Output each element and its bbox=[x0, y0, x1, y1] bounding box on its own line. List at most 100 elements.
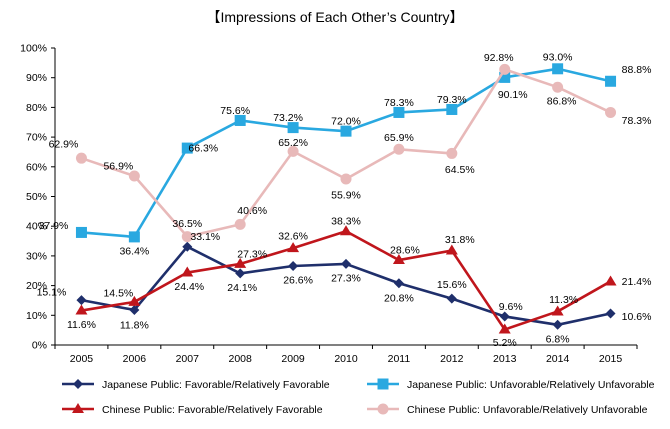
x-tick-label: 2015 bbox=[599, 353, 623, 365]
data-point bbox=[75, 152, 87, 164]
data-point bbox=[392, 254, 405, 265]
data-label: 26.6% bbox=[283, 274, 313, 286]
y-tick-label: 0% bbox=[32, 340, 47, 352]
data-point bbox=[234, 114, 246, 126]
data-label: 15.6% bbox=[437, 279, 467, 291]
chart-legend: Japanese Public: Favorable/Relatively Fa… bbox=[62, 378, 655, 416]
legend-label: Japanese Public: Unfavorable/Relatively … bbox=[407, 379, 655, 391]
data-label: 79.3% bbox=[437, 94, 467, 106]
data-point bbox=[445, 244, 458, 255]
legend-entry: Japanese Public: Unfavorable/Relatively … bbox=[367, 378, 655, 391]
series-line bbox=[81, 67, 611, 239]
data-point bbox=[234, 257, 247, 268]
data-label: 28.6% bbox=[390, 245, 420, 257]
data-label: 32.6% bbox=[278, 231, 308, 243]
data-point bbox=[234, 218, 246, 230]
data-point bbox=[393, 278, 404, 289]
legend-entry: Chinese Public: Favorable/Relatively Fav… bbox=[62, 403, 323, 416]
data-point bbox=[341, 258, 351, 269]
data-point bbox=[393, 143, 405, 155]
x-tick-label: 2007 bbox=[176, 353, 200, 365]
data-label: 92.8% bbox=[484, 52, 514, 64]
data-label: 21.4% bbox=[622, 276, 652, 288]
x-tick-label: 2014 bbox=[546, 353, 570, 365]
y-tick-label: 40% bbox=[26, 221, 47, 233]
data-label: 27.3% bbox=[331, 272, 361, 284]
y-tick-label: 60% bbox=[26, 161, 47, 173]
data-label: 11.8% bbox=[120, 319, 149, 331]
data-label: 93.0% bbox=[543, 51, 573, 63]
data-label: 86.8% bbox=[547, 96, 577, 108]
data-point bbox=[129, 304, 140, 315]
data-label: 11.3% bbox=[549, 294, 578, 306]
data-point bbox=[181, 266, 194, 277]
chart-series bbox=[75, 63, 617, 334]
data-point bbox=[75, 304, 88, 315]
data-point bbox=[551, 305, 564, 316]
data-point bbox=[181, 231, 193, 243]
data-label: 78.3% bbox=[622, 115, 652, 127]
x-tick-label: 2009 bbox=[281, 353, 305, 365]
data-label: 24.1% bbox=[227, 282, 257, 294]
data-point bbox=[605, 106, 617, 118]
data-point bbox=[498, 323, 511, 334]
x-tick-label: 2008 bbox=[229, 353, 253, 365]
data-point bbox=[552, 319, 563, 330]
data-point bbox=[499, 311, 510, 322]
legend-marker bbox=[73, 379, 83, 389]
data-point bbox=[340, 125, 352, 137]
y-tick-label: 70% bbox=[26, 132, 47, 144]
data-label: 27.3% bbox=[237, 248, 267, 260]
data-point bbox=[604, 275, 617, 286]
data-point bbox=[340, 225, 352, 236]
data-label: 36.4% bbox=[119, 245, 149, 257]
data-label: 40.6% bbox=[237, 205, 267, 217]
legend-marker bbox=[377, 403, 389, 415]
legend-label: Chinese Public: Unfavorable/Relatively U… bbox=[407, 404, 648, 416]
x-tick-label: 2006 bbox=[123, 353, 147, 365]
data-point bbox=[605, 75, 617, 87]
data-label: 9.6% bbox=[499, 301, 523, 313]
y-tick-label: 80% bbox=[26, 102, 47, 114]
data-point bbox=[128, 170, 140, 182]
data-point bbox=[605, 308, 616, 319]
x-tick-label: 2013 bbox=[493, 353, 517, 365]
data-label: 78.3% bbox=[384, 97, 414, 109]
data-label: 64.5% bbox=[445, 164, 475, 176]
data-label: 75.6% bbox=[220, 105, 250, 117]
y-tick-label: 20% bbox=[26, 280, 47, 292]
chart-title: 【Impressions of Each Other’s Country】 bbox=[206, 9, 463, 25]
y-tick-label: 90% bbox=[26, 72, 47, 84]
data-point bbox=[446, 103, 458, 115]
data-label: 24.4% bbox=[174, 281, 204, 293]
data-label: 14.5% bbox=[103, 287, 133, 299]
data-label: 33.1% bbox=[190, 231, 220, 243]
data-label: 20.8% bbox=[384, 293, 414, 305]
data-point bbox=[75, 226, 87, 238]
data-point bbox=[287, 145, 299, 157]
legend-marker bbox=[377, 378, 389, 390]
data-point bbox=[128, 295, 141, 306]
y-tick-label: 30% bbox=[26, 250, 47, 262]
data-label: 38.3% bbox=[331, 216, 361, 228]
data-label: 36.5% bbox=[172, 218, 202, 230]
x-tick-label: 2011 bbox=[388, 353, 411, 365]
data-label: 65.2% bbox=[278, 137, 308, 149]
data-point bbox=[235, 268, 246, 279]
chart-axes: 0% 10% 20% 30% 40% 50% 60% 70% 80% 90% 100% 2005 200… bbox=[20, 43, 638, 365]
x-tick-label: 2005 bbox=[70, 353, 94, 365]
data-label: 6.8% bbox=[546, 333, 570, 345]
data-point bbox=[128, 231, 140, 243]
data-label: 62.9% bbox=[49, 139, 79, 151]
y-tick-label: 50% bbox=[26, 191, 47, 203]
legend-entry: Chinese Public: Unfavorable/Relatively U… bbox=[367, 403, 648, 416]
data-point bbox=[76, 295, 87, 306]
data-point bbox=[446, 293, 457, 304]
data-point bbox=[552, 81, 564, 93]
legend-entry: Japanese Public: Favorable/Relatively Fa… bbox=[62, 379, 330, 391]
data-point bbox=[182, 241, 193, 252]
data-point bbox=[340, 173, 352, 185]
x-tick-label: 2012 bbox=[440, 353, 464, 365]
data-label: 65.9% bbox=[384, 132, 414, 144]
data-label: 31.8% bbox=[445, 234, 475, 246]
